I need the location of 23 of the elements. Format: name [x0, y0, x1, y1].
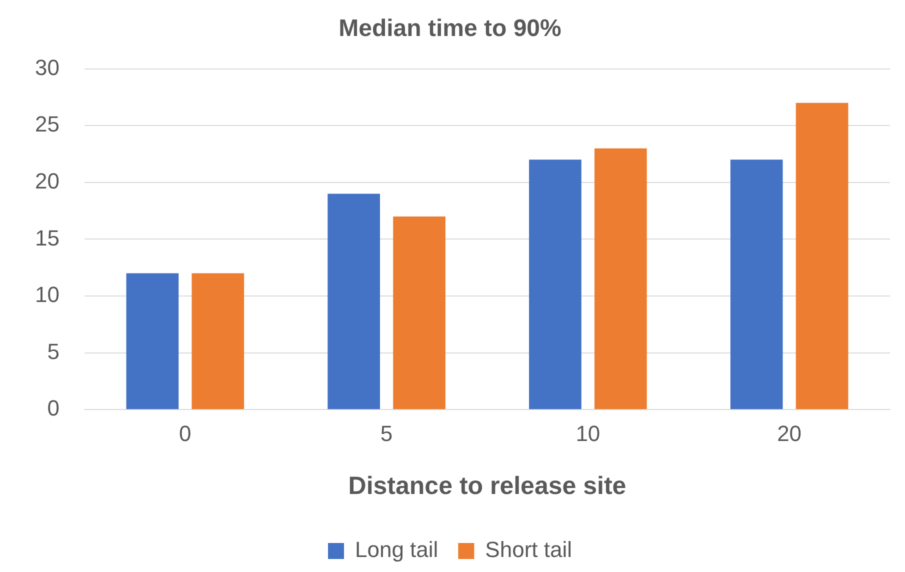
- y-tick-label: 0: [47, 396, 60, 421]
- y-tick-label: 15: [34, 225, 60, 250]
- y-tick-label: 20: [34, 168, 60, 194]
- legend-label: Long tail: [355, 537, 438, 562]
- bar: [126, 273, 179, 410]
- bar: [730, 160, 783, 410]
- y-tick-label: 10: [34, 282, 60, 308]
- y-tick-label: 25: [34, 112, 60, 137]
- y-tick-label: 30: [34, 54, 60, 80]
- bar: [594, 148, 647, 410]
- bar: [192, 273, 244, 410]
- x-tick-label: 0: [179, 420, 192, 446]
- bar: [393, 216, 446, 410]
- legend-label: Short tail: [485, 537, 572, 562]
- x-tick-label: 5: [380, 420, 393, 446]
- chart-title: Median time to 90%: [338, 15, 562, 42]
- y-tick-label: 5: [47, 338, 60, 364]
- x-axis-title: Distance to release site: [348, 472, 626, 500]
- x-tick-label: 10: [576, 420, 600, 446]
- bar: [328, 194, 380, 410]
- x-tick-label: 20: [777, 420, 802, 446]
- bar: [529, 160, 582, 410]
- bar: [796, 102, 848, 410]
